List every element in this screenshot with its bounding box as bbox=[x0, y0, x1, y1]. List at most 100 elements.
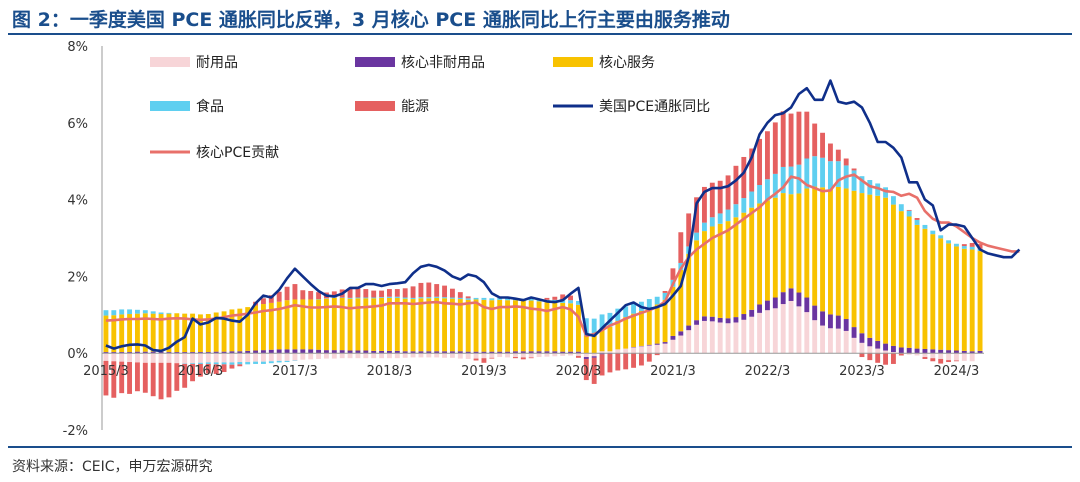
core_nondurable-bar bbox=[158, 351, 164, 354]
core_services-bar bbox=[166, 313, 172, 353]
energy-bar bbox=[701, 186, 707, 223]
food-bar bbox=[166, 312, 172, 314]
energy-bar bbox=[827, 143, 833, 162]
core_services-bar bbox=[347, 298, 353, 351]
food-bar bbox=[229, 362, 235, 365]
food-bar bbox=[757, 185, 763, 204]
y-tick-label: 6% bbox=[67, 117, 88, 132]
food-bar bbox=[284, 360, 290, 363]
food-bar bbox=[442, 297, 448, 299]
energy-bar bbox=[552, 296, 558, 300]
core_services-bar bbox=[741, 212, 747, 315]
energy-bar bbox=[678, 232, 684, 263]
energy-bar bbox=[418, 282, 424, 298]
durable-bar bbox=[867, 346, 873, 354]
core_services-bar bbox=[402, 298, 408, 352]
core_services-bar bbox=[717, 223, 723, 318]
food-bar bbox=[158, 312, 164, 315]
durable-bar bbox=[552, 353, 558, 357]
core_nondurable-bar bbox=[536, 351, 542, 354]
energy-bar bbox=[449, 288, 455, 298]
durable-bar bbox=[575, 353, 581, 356]
core_nondurable-bar bbox=[788, 288, 794, 301]
food-bar bbox=[394, 296, 400, 298]
core_services-bar bbox=[646, 307, 652, 345]
core_nondurable-bar bbox=[245, 350, 251, 354]
food-bar bbox=[489, 298, 495, 301]
durable-bar bbox=[646, 345, 652, 354]
core_services-legend-swatch bbox=[553, 57, 593, 67]
food-bar bbox=[615, 308, 621, 321]
core_services-bar bbox=[449, 298, 455, 352]
energy-bar bbox=[379, 290, 385, 298]
core_services-bar bbox=[875, 195, 881, 341]
core_nondurable-bar bbox=[820, 311, 826, 326]
durable-bar bbox=[599, 351, 605, 354]
food-bar bbox=[473, 297, 479, 300]
energy-bar bbox=[134, 362, 140, 392]
durable-bar bbox=[339, 353, 345, 359]
food-bar bbox=[481, 297, 487, 300]
food-bar bbox=[379, 297, 385, 298]
core_services-bar bbox=[607, 326, 613, 352]
energy-bar bbox=[898, 353, 904, 356]
durable-bar bbox=[741, 319, 747, 354]
energy-bar bbox=[182, 363, 188, 388]
core_nondurable-bar bbox=[221, 351, 227, 354]
core_nondurable-bar bbox=[505, 351, 511, 354]
core_nondurable-bar bbox=[930, 349, 936, 354]
durable-bar bbox=[560, 353, 566, 356]
energy-bar bbox=[725, 175, 731, 210]
food-bar bbox=[568, 300, 574, 304]
core-pce-line bbox=[105, 173, 1020, 338]
food-bar bbox=[646, 299, 652, 308]
food-bar bbox=[741, 198, 747, 213]
energy-bar bbox=[709, 182, 715, 218]
energy-bar bbox=[591, 357, 597, 384]
core_services-bar bbox=[827, 189, 833, 315]
food-bar bbox=[749, 191, 755, 208]
durable-bar bbox=[638, 346, 644, 354]
durable-bar bbox=[245, 353, 251, 363]
energy-bar bbox=[953, 360, 959, 362]
durable-bar bbox=[331, 353, 337, 359]
core_nondurable-bar bbox=[166, 352, 172, 354]
core_services-bar bbox=[780, 193, 786, 293]
food-bar bbox=[946, 240, 952, 244]
durable-bar bbox=[182, 353, 188, 364]
core_nondurable-bar bbox=[457, 351, 463, 354]
durable-bar bbox=[371, 353, 377, 359]
durable-bar bbox=[812, 320, 818, 354]
durable-bar bbox=[827, 328, 833, 354]
energy-bar bbox=[662, 290, 668, 293]
food-bar bbox=[938, 235, 944, 239]
core_nondurable-bar bbox=[953, 350, 959, 354]
core_services-bar bbox=[544, 302, 550, 352]
core_nondurable-bar bbox=[174, 352, 180, 354]
core_nondurable-bar bbox=[449, 351, 455, 354]
core_services-bar bbox=[906, 216, 912, 348]
food-bar bbox=[213, 362, 219, 365]
energy-bar bbox=[820, 132, 826, 158]
food-bar bbox=[764, 179, 770, 201]
core_services-bar bbox=[599, 329, 605, 352]
food-bar bbox=[820, 157, 826, 188]
y-tick-label: 2% bbox=[67, 270, 88, 285]
core_nondurable-bar bbox=[686, 325, 692, 331]
durable-bar bbox=[481, 353, 487, 359]
core_services-bar bbox=[150, 313, 156, 352]
durable-bar bbox=[497, 353, 503, 358]
core_services-bar bbox=[442, 298, 448, 352]
food-bar bbox=[245, 362, 251, 365]
food-bar bbox=[142, 310, 148, 314]
energy-bar bbox=[260, 298, 266, 305]
bars-layer bbox=[103, 111, 983, 400]
durable-bar bbox=[363, 353, 369, 359]
core_nondurable-bar bbox=[347, 350, 353, 354]
food-bar bbox=[402, 297, 408, 299]
food-bar bbox=[386, 296, 392, 298]
core_nondurable-bar bbox=[701, 316, 707, 321]
core_services-bar bbox=[465, 299, 471, 352]
durable-bar bbox=[276, 353, 282, 361]
